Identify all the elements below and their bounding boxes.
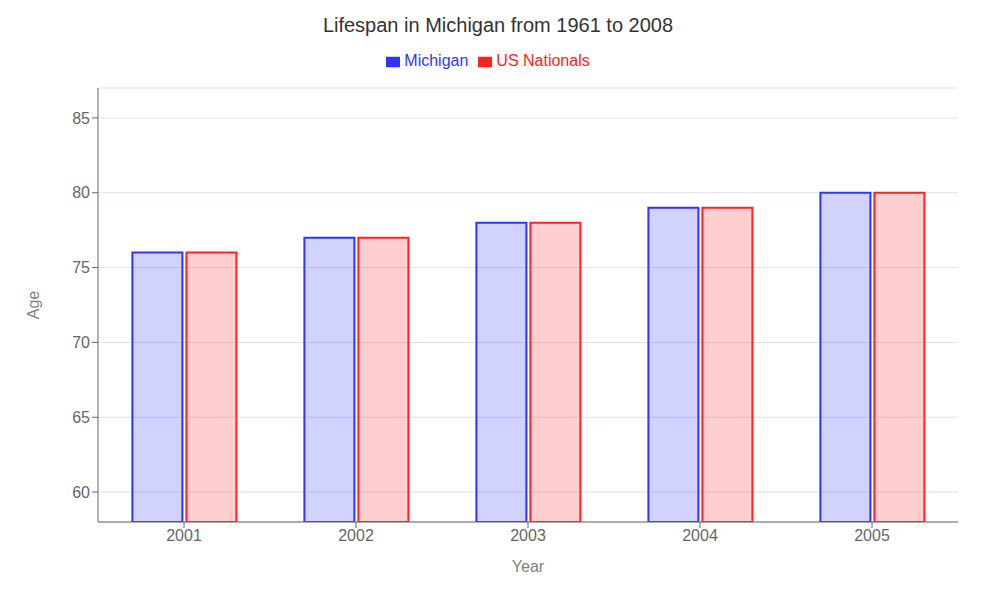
svg-text:70: 70 bbox=[72, 334, 90, 351]
svg-text:75: 75 bbox=[72, 259, 90, 276]
svg-text:2001: 2001 bbox=[166, 527, 202, 544]
svg-text:60: 60 bbox=[72, 484, 90, 501]
html-text:Michigan: Michigan bbox=[404, 52, 469, 69]
svg-text:2002: 2002 bbox=[338, 527, 374, 544]
svg-text:65: 65 bbox=[72, 409, 90, 426]
svg-text:2003: 2003 bbox=[510, 527, 546, 544]
svg-text:2005: 2005 bbox=[854, 527, 890, 544]
svg-text:Age: Age bbox=[25, 291, 42, 320]
svg-text:2004: 2004 bbox=[682, 527, 718, 544]
html-text:US Nationals: US Nationals bbox=[496, 52, 590, 69]
svg-text:80: 80 bbox=[72, 184, 90, 201]
html-text:Lifespan in Michigan from 1961: Lifespan in Michigan from 1961 to 2008 bbox=[322, 14, 674, 36]
svg-text:Year: Year bbox=[512, 558, 545, 575]
svg-text:85: 85 bbox=[72, 110, 90, 127]
